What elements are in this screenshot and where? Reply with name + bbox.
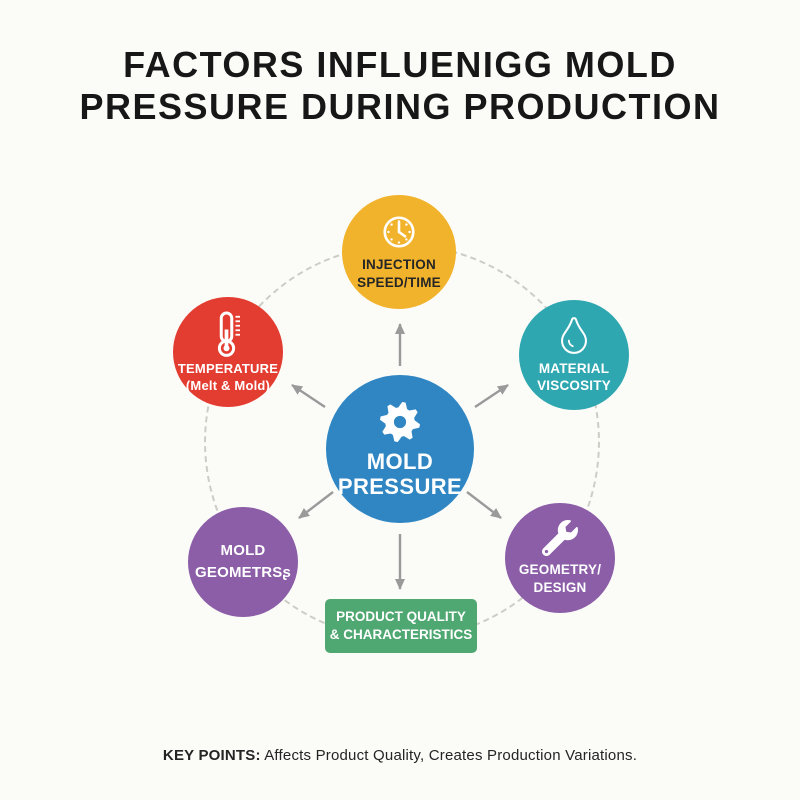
factor-label: TEMPERATURE (Melt & Mold) bbox=[177, 360, 279, 393]
page-title: FACTORS INFLUENIGG MOLD PRESSURE DURING … bbox=[0, 44, 800, 129]
factor-label: MATERIAL VISCOSITY bbox=[537, 360, 611, 393]
factor-label: MOLD GEOMETRSʂ bbox=[195, 541, 291, 582]
key-points: KEY POINTS: Affects Product Quality, Cre… bbox=[0, 747, 800, 764]
hub-label: MOLD PRESSURE bbox=[337, 448, 463, 499]
factor-mold-geometry: MOLD GEOMETRSʂ bbox=[188, 507, 298, 617]
factor-injection-speed-time: INJECTION SPEED/TIME bbox=[342, 195, 456, 309]
factor-material-viscosity: MATERIAL VISCOSITY bbox=[519, 300, 629, 410]
gear-icon bbox=[380, 401, 420, 442]
page-title-line1: FACTORS INFLUENIGG MOLD bbox=[123, 44, 677, 85]
factor-label: GEOMETRY/ DESIGN bbox=[518, 562, 602, 595]
outcome-product-quality: PRODUCT QUALITY & CHARACTERISTICS bbox=[325, 599, 477, 653]
factor-label: INJECTION SPEED/TIME bbox=[357, 257, 441, 290]
thermometer-icon bbox=[217, 311, 240, 357]
page-title-line2: PRESSURE DURING PRODUCTION bbox=[79, 86, 721, 128]
clock-icon bbox=[383, 216, 415, 248]
key-points-text: Affects Product Quality, Creates Product… bbox=[260, 747, 638, 764]
factor-temperature: TEMPERATURE (Melt & Mold) bbox=[173, 297, 283, 407]
droplet-icon bbox=[561, 316, 587, 354]
wrench-icon bbox=[542, 520, 578, 557]
factor-geometry-design: GEOMETRY/ DESIGN bbox=[505, 503, 615, 613]
key-points-label: KEY POINTS: bbox=[162, 747, 261, 764]
hub-mold-pressure: MOLD PRESSURE bbox=[326, 375, 474, 523]
